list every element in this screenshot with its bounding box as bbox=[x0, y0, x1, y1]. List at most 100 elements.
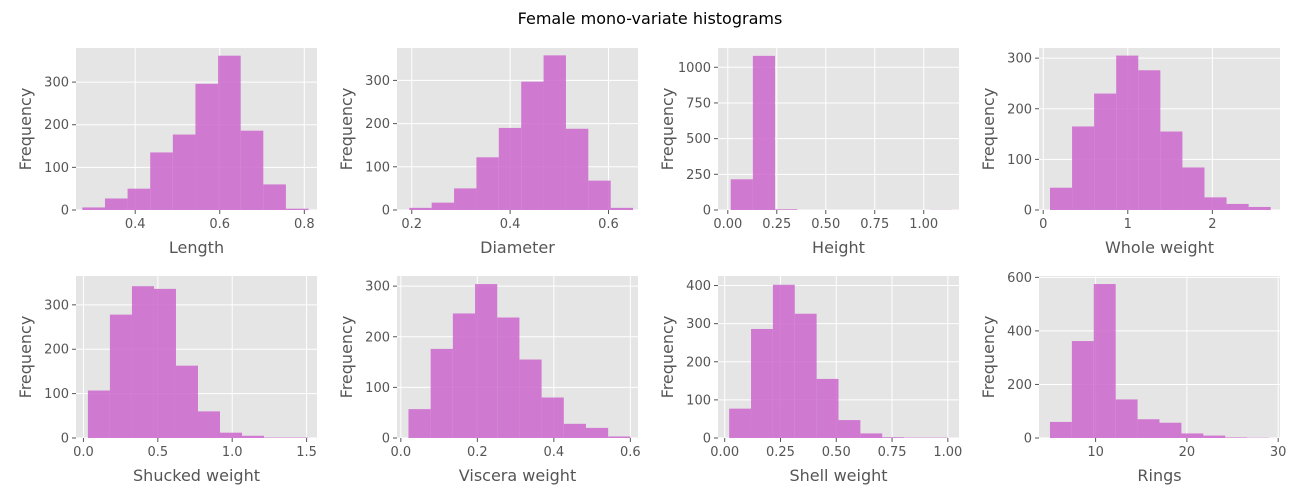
histogram-bar bbox=[608, 436, 631, 438]
histogram-bar bbox=[240, 130, 264, 210]
histogram-bar bbox=[1226, 203, 1249, 210]
y-tick-label: 200 bbox=[44, 343, 69, 358]
x-tick-label: 0.6 bbox=[209, 217, 230, 232]
y-tick-label: 0 bbox=[61, 204, 69, 219]
x-tick-label: 0.75 bbox=[860, 217, 889, 232]
histogram-bar bbox=[1137, 419, 1160, 438]
x-tick-label: 0.4 bbox=[500, 217, 521, 232]
histogram-bar bbox=[565, 128, 589, 210]
y-tick-label: 600 bbox=[1007, 271, 1032, 286]
histogram-bar bbox=[127, 188, 151, 210]
histogram-bar bbox=[498, 127, 522, 210]
histogram-bar bbox=[1116, 55, 1139, 210]
y-tick-label: 100 bbox=[365, 381, 390, 396]
histogram-bar bbox=[408, 409, 431, 438]
histogram-bar bbox=[131, 286, 154, 438]
x-tick-label: 0.4 bbox=[125, 217, 146, 232]
histogram-bar bbox=[752, 55, 776, 210]
histogram-height: 0.00 0.25 0.50 0.75 1.00 0 250 500 750 1000 Height… bbox=[658, 48, 959, 257]
x-tick-label: 0.4 bbox=[543, 445, 564, 460]
histogram-bar bbox=[541, 397, 564, 438]
x-tick-label: 10 bbox=[1087, 445, 1104, 460]
histogram-bar bbox=[220, 432, 243, 438]
x-axis-label: Shucked weight bbox=[133, 466, 260, 485]
histogram-bar bbox=[497, 317, 520, 438]
histogram-bar bbox=[1181, 433, 1204, 438]
histogram-bar bbox=[195, 83, 219, 210]
histogram-length: 0.4 0.6 0.8 0 100 200 300 Length Frequency bbox=[16, 48, 317, 257]
y-tick-label: 300 bbox=[44, 76, 69, 91]
y-tick-label: 0 bbox=[703, 432, 711, 447]
histogram-bar bbox=[1159, 422, 1182, 438]
histogram-bar bbox=[588, 180, 611, 210]
x-tick-label: 0.25 bbox=[766, 445, 795, 460]
y-tick-label: 250 bbox=[686, 168, 711, 183]
y-tick-label: 400 bbox=[1007, 324, 1032, 339]
bars bbox=[1049, 284, 1270, 438]
y-axis-label: Frequency bbox=[979, 88, 998, 171]
histogram-shell-weight: 0.00 0.25 0.50 0.75 1.00 0 100 200 300 400 Shell w… bbox=[658, 276, 962, 485]
x-tick-label: 0.0 bbox=[390, 445, 411, 460]
histogram-bar bbox=[475, 284, 498, 438]
x-tick-label: 0.50 bbox=[811, 217, 840, 232]
histogram-bar bbox=[476, 157, 499, 210]
histogram-bar bbox=[563, 423, 586, 438]
histogram-bar bbox=[263, 184, 286, 210]
histogram-bar bbox=[150, 152, 173, 210]
y-tick-label: 1000 bbox=[678, 61, 711, 76]
y-tick-label: 200 bbox=[686, 355, 711, 370]
bars bbox=[729, 284, 948, 438]
histogram-bar bbox=[1204, 197, 1227, 210]
bars bbox=[730, 55, 953, 210]
histogram-rings: 10 20 30 0 200 400 600 Rings Frequency bbox=[979, 271, 1286, 485]
y-tick-label: 500 bbox=[686, 132, 711, 147]
y-tick-label: 200 bbox=[1007, 378, 1032, 393]
histogram-bar bbox=[1115, 399, 1138, 438]
histogram-bar bbox=[153, 288, 176, 438]
histogram-bar bbox=[543, 55, 566, 210]
x-tick-label: 1.5 bbox=[296, 445, 317, 460]
y-tick-label: 200 bbox=[44, 118, 69, 133]
y-tick-label: 100 bbox=[44, 387, 69, 402]
histogram-bar bbox=[1071, 341, 1094, 438]
y-tick-label: 100 bbox=[686, 393, 711, 408]
x-axis-label: Diameter bbox=[480, 238, 555, 257]
x-tick-label: 2 bbox=[1208, 217, 1216, 232]
x-tick-label: 1.0 bbox=[222, 445, 243, 460]
histogram-bar bbox=[82, 207, 105, 210]
histogram-bar bbox=[882, 437, 905, 438]
x-tick-label: 0.00 bbox=[710, 445, 739, 460]
y-tick-label: 750 bbox=[686, 96, 711, 111]
histogram-shucked-weight: 0.0 0.5 1.0 1.5 0 100 200 300 Shucked weight Freq… bbox=[16, 276, 317, 485]
y-axis-label: Frequency bbox=[658, 88, 677, 171]
x-tick-label: 0.2 bbox=[467, 445, 488, 460]
y-axis-label: Frequency bbox=[337, 316, 356, 399]
x-axis-label: Height bbox=[812, 238, 865, 257]
histogram-bar bbox=[218, 55, 241, 210]
x-tick-label: 1 bbox=[1124, 217, 1132, 232]
histogram-bar bbox=[816, 378, 839, 438]
histogram-bar bbox=[1248, 206, 1271, 210]
y-tick-label: 0 bbox=[703, 204, 711, 219]
x-tick-label: 1.00 bbox=[909, 217, 938, 232]
bars bbox=[408, 284, 631, 438]
y-tick-label: 300 bbox=[1007, 52, 1032, 67]
y-axis-label: Frequency bbox=[337, 88, 356, 171]
histogram-bar bbox=[431, 202, 455, 210]
histogram-bar bbox=[109, 314, 132, 438]
x-tick-label: 30 bbox=[1270, 445, 1287, 460]
y-tick-label: 200 bbox=[365, 330, 390, 345]
histogram-viscera-weight: 0.0 0.2 0.4 0.6 0 100 200 300 Viscera weight Freq… bbox=[337, 276, 641, 485]
histogram-bar bbox=[729, 408, 752, 438]
x-axis-label: Whole weight bbox=[1105, 238, 1214, 257]
histogram-bar bbox=[521, 81, 544, 210]
histogram-bar bbox=[1093, 284, 1116, 438]
x-axis-label: Length bbox=[169, 238, 224, 257]
histogram-diameter: 0.2 0.4 0.6 0 100 200 300 Diameter Frequency bbox=[337, 48, 638, 257]
x-tick-label: 0.2 bbox=[401, 217, 422, 232]
x-tick-label: 20 bbox=[1179, 445, 1196, 460]
x-tick-label: 0.6 bbox=[598, 217, 619, 232]
histogram-bar bbox=[1049, 421, 1072, 438]
